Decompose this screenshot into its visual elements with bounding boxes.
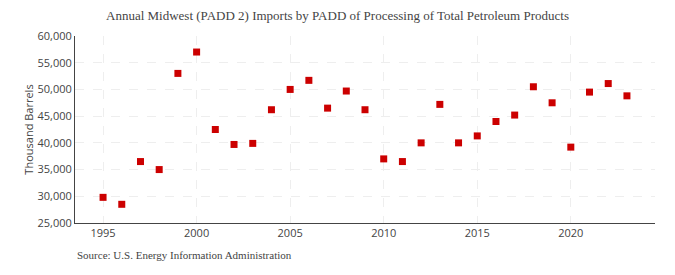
svg-text:40,000: 40,000 [38, 135, 72, 150]
svg-text:45,000: 45,000 [38, 108, 72, 123]
svg-text:30,000: 30,000 [38, 188, 72, 203]
svg-text:2015: 2015 [465, 225, 490, 240]
svg-text:2000: 2000 [184, 225, 209, 240]
svg-text:60,000: 60,000 [38, 28, 72, 43]
svg-text:35,000: 35,000 [38, 161, 72, 176]
svg-text:Source: U.S. Energy Informatio: Source: U.S. Energy Information Administ… [77, 249, 292, 261]
svg-text:55,000: 55,000 [38, 55, 72, 70]
svg-text:Annual Midwest (PADD 2) Import: Annual Midwest (PADD 2) Imports by PADD … [106, 8, 569, 23]
svg-text:2020: 2020 [558, 225, 583, 240]
svg-text:2005: 2005 [278, 225, 303, 240]
svg-text:50,000: 50,000 [38, 81, 72, 96]
svg-text:Thousand Barrels: Thousand Barrels [21, 84, 36, 174]
svg-text:1995: 1995 [90, 225, 115, 240]
svg-text:2010: 2010 [371, 225, 396, 240]
svg-text:25,000: 25,000 [38, 215, 72, 230]
